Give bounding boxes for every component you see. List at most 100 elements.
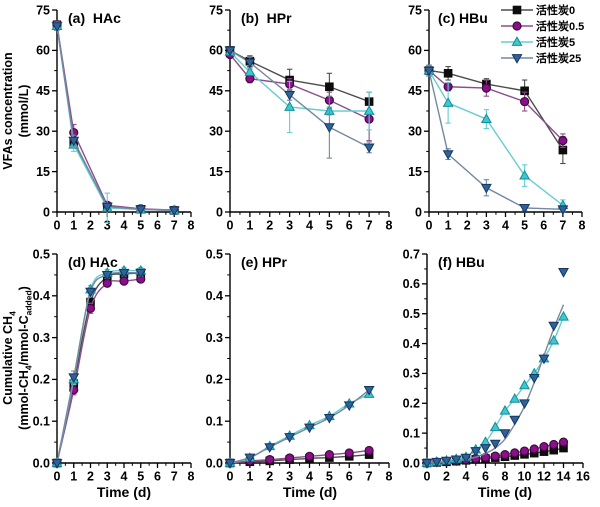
svg-text:0: 0 <box>415 205 422 219</box>
svg-text:4: 4 <box>502 219 509 233</box>
svg-text:0: 0 <box>424 470 431 484</box>
svg-text:45: 45 <box>209 84 223 98</box>
svg-text:45: 45 <box>36 84 50 98</box>
svg-text:15: 15 <box>209 165 223 179</box>
svg-text:15: 15 <box>36 165 50 179</box>
svg-text:8: 8 <box>188 219 195 233</box>
panel-a-series-ac05 <box>52 20 179 215</box>
svg-text:0.4: 0.4 <box>403 337 420 351</box>
svg-text:4: 4 <box>121 470 128 484</box>
svg-text:60: 60 <box>36 44 50 58</box>
svg-text:1: 1 <box>246 219 253 233</box>
legend: 活性炭0 活性炭0.5 活性炭5 活性炭25 <box>500 2 584 66</box>
panel-f: 0 2 4 6 8 10 12 14 16 0.0 0.1 0.2 0.3 0.4 0.5 0.6 0.7 <box>403 247 590 483</box>
svg-text:30: 30 <box>209 125 223 139</box>
svg-text:7: 7 <box>366 470 373 484</box>
panel-d: 0 1 2 3 4 5 6 7 8 0.0 0.1 0.2 0.3 0.4 0.5 <box>33 247 195 483</box>
svg-text:5: 5 <box>137 219 144 233</box>
legend-label-ac5: 活性炭5 <box>536 37 576 49</box>
svg-text:0.7: 0.7 <box>403 247 420 261</box>
svg-text:3: 3 <box>286 219 293 233</box>
panel-e: 0 1 2 3 4 5 6 7 8 0.0 0.1 0.2 0.3 0.4 0.5 <box>206 247 393 483</box>
svg-text:6: 6 <box>154 470 161 484</box>
svg-text:10: 10 <box>518 470 532 484</box>
legend-marker-ac5 <box>501 36 533 46</box>
panel-d-title: (d) HAc <box>68 254 118 270</box>
svg-text:0.5: 0.5 <box>206 247 223 261</box>
svg-text:3: 3 <box>286 470 293 484</box>
svg-text:2: 2 <box>464 219 471 233</box>
svg-text:60: 60 <box>408 44 422 58</box>
svg-text:0: 0 <box>54 470 61 484</box>
svg-text:4: 4 <box>306 219 313 233</box>
panel-a-series-ac25 <box>51 21 180 217</box>
panel-f-title: (f) HBu <box>438 254 485 270</box>
svg-text:0.3: 0.3 <box>33 331 50 345</box>
svg-text:2: 2 <box>87 219 94 233</box>
svg-text:7: 7 <box>171 219 178 233</box>
svg-text:6: 6 <box>154 219 161 233</box>
x-axis-title-d: Time (d) <box>96 484 152 500</box>
svg-text:7: 7 <box>559 219 566 233</box>
svg-text:0: 0 <box>227 219 234 233</box>
panel-b-series-ac25 <box>224 46 375 159</box>
legend-label-ac0: 活性炭0 <box>536 5 576 17</box>
svg-text:1: 1 <box>70 470 77 484</box>
svg-text:0.4: 0.4 <box>206 289 223 303</box>
legend-label-ac05: 活性炭0.5 <box>536 21 585 33</box>
svg-text:14: 14 <box>557 470 571 484</box>
svg-text:30: 30 <box>36 125 50 139</box>
svg-text:6: 6 <box>540 219 547 233</box>
svg-text:1: 1 <box>246 470 253 484</box>
svg-text:0.1: 0.1 <box>206 415 223 429</box>
svg-text:0.0: 0.0 <box>206 456 223 470</box>
svg-text:0.1: 0.1 <box>403 426 420 440</box>
svg-text:6: 6 <box>482 470 489 484</box>
svg-text:6: 6 <box>346 470 353 484</box>
svg-text:2: 2 <box>266 219 273 233</box>
svg-text:0.2: 0.2 <box>33 373 50 387</box>
svg-text:0.0: 0.0 <box>403 456 420 470</box>
svg-text:4: 4 <box>121 219 128 233</box>
svg-text:0.4: 0.4 <box>33 289 50 303</box>
svg-text:8: 8 <box>502 470 509 484</box>
svg-text:5: 5 <box>521 219 528 233</box>
legend-marker-ac0 <box>501 5 533 15</box>
legend-marker-ac25 <box>501 54 533 64</box>
svg-text:0: 0 <box>54 219 61 233</box>
x-axis-title-e: Time (d) <box>282 484 338 500</box>
panel-d-series-ac05 <box>52 274 146 468</box>
legend-item-ac25: 活性炭25 <box>500 50 584 66</box>
y-axis-title-top-line2: (mmol/L) <box>17 84 31 138</box>
svg-text:2: 2 <box>443 470 450 484</box>
svg-text:7: 7 <box>171 470 178 484</box>
panel-d-series-ac5 <box>51 264 147 467</box>
svg-text:3: 3 <box>483 219 490 233</box>
svg-text:3: 3 <box>104 219 111 233</box>
svg-text:8: 8 <box>579 219 586 233</box>
x-axis-title-f: Time (d) <box>477 484 533 500</box>
svg-text:30: 30 <box>408 125 422 139</box>
panel-d-series-ac0 <box>52 268 146 468</box>
svg-text:0: 0 <box>426 219 433 233</box>
svg-text:0.3: 0.3 <box>403 367 420 381</box>
svg-text:60: 60 <box>209 44 223 58</box>
svg-text:0: 0 <box>227 470 234 484</box>
svg-text:15: 15 <box>408 165 422 179</box>
panel-f-series-ac25 <box>421 268 569 469</box>
y-axis-title-bottom-line2: (mmol-CH4/mmol-Cadded) <box>17 286 34 430</box>
svg-text:0.5: 0.5 <box>33 247 50 261</box>
svg-text:12: 12 <box>537 470 551 484</box>
panel-d-series-ac25 <box>51 268 147 469</box>
svg-text:7: 7 <box>366 219 373 233</box>
svg-text:2: 2 <box>266 470 273 484</box>
svg-text:6: 6 <box>346 219 353 233</box>
svg-text:75: 75 <box>408 3 422 17</box>
legend-item-ac5: 活性炭5 <box>500 34 584 50</box>
svg-text:8: 8 <box>188 470 195 484</box>
